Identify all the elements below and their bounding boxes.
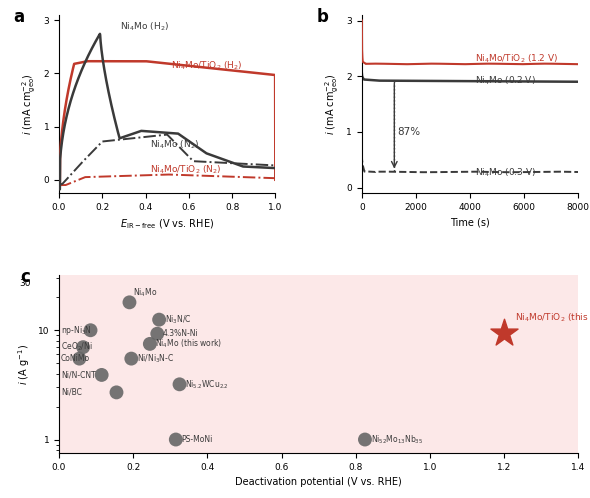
Text: Ni/BC: Ni/BC bbox=[61, 388, 82, 397]
Point bbox=[171, 436, 181, 444]
Text: c: c bbox=[20, 268, 30, 286]
Text: Ni$_3$N/C: Ni$_3$N/C bbox=[165, 313, 191, 326]
Text: Ni$_4$Mo (this work): Ni$_4$Mo (this work) bbox=[155, 338, 223, 350]
Point bbox=[360, 436, 370, 444]
Point bbox=[145, 340, 155, 348]
Point bbox=[499, 329, 509, 337]
Text: Ni$_4$Mo: Ni$_4$Mo bbox=[133, 286, 158, 298]
Point bbox=[175, 380, 184, 388]
Text: Ni$_4$Mo/TiO$_2$ (H$_2$): Ni$_4$Mo/TiO$_2$ (H$_2$) bbox=[172, 59, 243, 72]
Text: Ni$_4$Mo/TiO$_2$ (this work): Ni$_4$Mo/TiO$_2$ (this work) bbox=[515, 311, 590, 324]
Text: np-Ni$_3$N: np-Ni$_3$N bbox=[61, 324, 92, 337]
Text: Ni$_{5.2}$WCu$_{2.2}$: Ni$_{5.2}$WCu$_{2.2}$ bbox=[185, 378, 229, 390]
Point bbox=[153, 330, 162, 338]
Text: Ni$_{52}$Mo$_{13}$Nb$_{35}$: Ni$_{52}$Mo$_{13}$Nb$_{35}$ bbox=[371, 433, 423, 446]
Y-axis label: $i$ (mA cm$^{-2}_{\mathrm{geo}}$): $i$ (mA cm$^{-2}_{\mathrm{geo}}$) bbox=[21, 73, 38, 135]
Text: 87%: 87% bbox=[398, 126, 421, 136]
Point bbox=[86, 326, 95, 334]
Text: a: a bbox=[14, 8, 25, 26]
Y-axis label: $i$ (mA cm$^{-2}_{\mathrm{geo}}$): $i$ (mA cm$^{-2}_{\mathrm{geo}}$) bbox=[323, 73, 341, 135]
Point bbox=[127, 355, 136, 363]
Point bbox=[75, 355, 84, 363]
Text: Ni/Ni$_3$N-C: Ni/Ni$_3$N-C bbox=[137, 353, 174, 365]
Point bbox=[112, 388, 121, 396]
Point bbox=[97, 371, 106, 379]
Point bbox=[155, 316, 164, 324]
Text: Ni$_4$Mo (H$_2$): Ni$_4$Mo (H$_2$) bbox=[120, 21, 169, 33]
Text: Ni$_4$Mo (0.3 V): Ni$_4$Mo (0.3 V) bbox=[476, 166, 537, 179]
Point bbox=[78, 343, 88, 351]
Text: 30: 30 bbox=[19, 278, 31, 288]
Text: CoNiMo: CoNiMo bbox=[61, 354, 90, 363]
Y-axis label: $i$ (A g$^{-1}$): $i$ (A g$^{-1}$) bbox=[17, 344, 32, 384]
Text: Ni$_4$Mo (N$_2$): Ni$_4$Mo (N$_2$) bbox=[150, 139, 199, 151]
Text: Ni$_4$Mo/TiO$_2$ (1.2 V): Ni$_4$Mo/TiO$_2$ (1.2 V) bbox=[476, 53, 559, 65]
Text: Ni$_4$Mo (0.2 V): Ni$_4$Mo (0.2 V) bbox=[476, 74, 536, 87]
X-axis label: $E_{\mathrm{IR-free}}$ (V vs. RHE): $E_{\mathrm{IR-free}}$ (V vs. RHE) bbox=[120, 217, 214, 231]
Text: b: b bbox=[316, 8, 328, 26]
Text: 4.3%N-Ni: 4.3%N-Ni bbox=[163, 329, 199, 338]
Text: PS-MoNi: PS-MoNi bbox=[181, 435, 213, 444]
X-axis label: Time (s): Time (s) bbox=[450, 217, 490, 228]
Text: Ni/N-CNT: Ni/N-CNT bbox=[61, 371, 96, 379]
X-axis label: Deactivation potential (V vs. RHE): Deactivation potential (V vs. RHE) bbox=[235, 478, 402, 488]
Text: CeO$_2$/Ni: CeO$_2$/Ni bbox=[61, 341, 93, 354]
Text: Ni$_4$Mo/TiO$_2$ (N$_2$): Ni$_4$Mo/TiO$_2$ (N$_2$) bbox=[150, 163, 221, 176]
Point bbox=[124, 298, 134, 306]
